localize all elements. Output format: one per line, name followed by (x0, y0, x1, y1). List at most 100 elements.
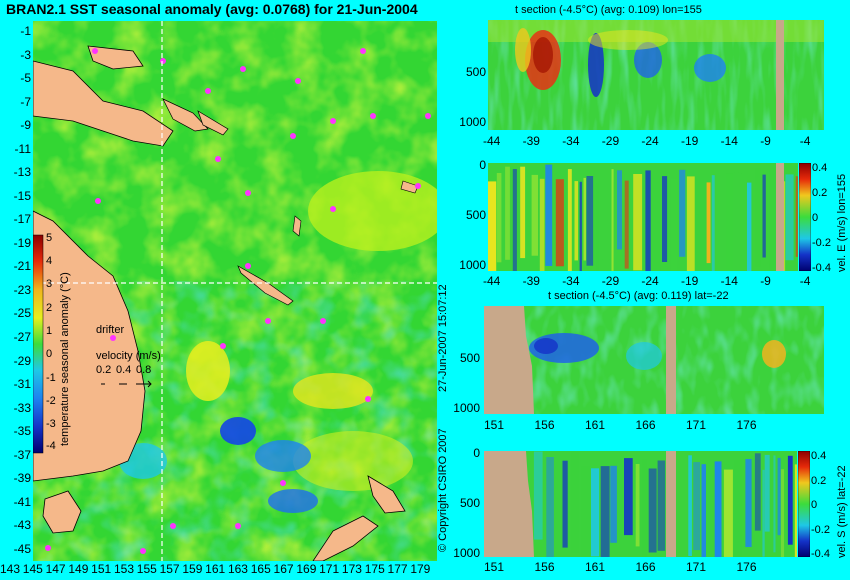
velocity-scale-1: 0.2 (96, 364, 112, 376)
p2-ytick-label: 500 (465, 208, 486, 222)
p2-xtick-label: -39 (522, 274, 540, 288)
cb-tick-m2: -2 (46, 395, 56, 407)
vel-s-lat (484, 451, 797, 557)
date-stamp: 27-Jun-2007 15:07:12 (437, 284, 449, 392)
map-ytick-label: -37 (13, 447, 31, 462)
map-ytick-label: -5 (20, 71, 31, 86)
velocity-label: velocity (m/s) (96, 350, 161, 362)
p1-xtick-label: -4 (799, 134, 811, 148)
p2-xtick-label: -14 (720, 274, 738, 288)
map-ytick-label: -39 (13, 471, 31, 486)
p2-ytick-label: 0 (479, 158, 486, 172)
map-xtick-label: 161 (205, 562, 226, 576)
map-ytick-label: -23 (13, 282, 31, 297)
map-ytick-label: -43 (13, 518, 31, 533)
p2-cb-tick: 0.2 (812, 187, 828, 199)
p4-xtick-label: 171 (686, 560, 707, 574)
p4-cb-tick: 0.2 (811, 474, 827, 487)
p2-xtick-label: -19 (681, 274, 699, 288)
p1-xtick-label: -9 (760, 134, 771, 148)
map-ytick-label: -3 (20, 47, 31, 62)
tsection-lon (488, 20, 824, 130)
map-ytick-label: -41 (13, 494, 31, 509)
tsection-lat (484, 306, 824, 414)
p4-xtick-label: 156 (534, 560, 555, 574)
p3-xtick-label: 156 (534, 418, 555, 432)
p3-ytick-label: 500 (459, 351, 480, 365)
sst-colorbar-label: temperature seasonal anomaly (°C) (59, 272, 71, 446)
cb-tick-3: 3 (46, 278, 53, 290)
p4-cb-tick: 0 (811, 499, 818, 511)
p2-xtick-label: -9 (760, 274, 771, 288)
cb-tick-m1: -1 (46, 372, 56, 384)
map-ytick-label: -33 (13, 400, 31, 415)
map-ytick-label: -21 (13, 259, 31, 274)
p4-ytick-label: 1000 (453, 546, 480, 560)
drifter-label: drifter (96, 324, 125, 336)
map-xtick-label: 173 (341, 562, 362, 576)
p2-xtick-label: -4 (799, 274, 811, 288)
velocity-scale-3: 0.8 (136, 364, 152, 376)
map-xtick-label: 149 (68, 562, 89, 576)
map-xtick-label: 169 (296, 562, 317, 576)
p4-cb-tick: -0.4 (811, 548, 830, 560)
map-ytick-label: -25 (13, 306, 31, 321)
p2-cb-tick: -0.4 (812, 262, 831, 274)
map-ytick-label: -27 (13, 330, 31, 345)
cb-tick-0: 0 (46, 348, 53, 360)
p2-cb-tick: -0.2 (812, 237, 831, 249)
map-ytick-label: -9 (20, 118, 31, 133)
map-ytick-label: -31 (13, 377, 31, 392)
map-ytick-label: -45 (13, 541, 31, 556)
p3-xtick-label: 176 (736, 418, 757, 432)
map-xtick-label: 179 (410, 562, 431, 576)
vel-s-colorbar (798, 451, 810, 557)
map-xtick-label: 177 (387, 562, 408, 576)
map-xtick-label: 157 (159, 562, 180, 576)
map-ytick-label: -17 (13, 212, 31, 227)
panel1-title: t section (-4.5°C) (avg: 0.109) lon=155 (515, 4, 702, 16)
sst-map (33, 21, 437, 561)
p1-xtick-label: -34 (562, 134, 580, 148)
copyright-text: © Copyright CSIRO 2007 (437, 428, 449, 552)
cb-tick-2: 2 (46, 302, 53, 314)
sst-colorbar (33, 234, 44, 454)
map-xtick-label: 145 (22, 562, 43, 576)
map-xtick-label: 165 (250, 562, 271, 576)
cb-tick-m3: -3 (46, 418, 56, 430)
p1-xtick-label: -29 (601, 134, 620, 148)
map-ytick-label: -1 (20, 24, 31, 38)
map-xtick-label: 167 (273, 562, 294, 576)
p1-ytick-label: 500 (465, 65, 486, 79)
map-ytick-label: -29 (13, 353, 31, 368)
map-ytick-label: -35 (13, 424, 31, 439)
p4-xtick-label: 176 (736, 560, 757, 574)
map-xtick-label: 153 (113, 562, 134, 576)
map-xtick-label: 155 (136, 562, 157, 576)
velocity-scale-2: 0.4 (116, 364, 132, 376)
p1-xtick-label: -19 (681, 134, 699, 148)
p2-xtick-label: -34 (562, 274, 580, 288)
panel3-title: t section (-4.5°C) (avg: 0.119) lat=-22 (548, 290, 729, 302)
p4-cb-tick: -0.2 (811, 523, 830, 536)
map-xtick-label: 143 (0, 562, 21, 576)
p4-xtick-label: 166 (635, 560, 656, 574)
vel-e-colorbar (799, 163, 811, 271)
p3-xtick-label: 161 (585, 418, 606, 432)
map-xtick-label: 175 (364, 562, 385, 576)
p1-xtick-label: -14 (720, 134, 738, 148)
map-xtick-label: 147 (45, 562, 66, 576)
p4-cb-tick: 0.4 (811, 450, 827, 462)
p2-xtick-label: -24 (641, 274, 659, 288)
p3-xtick-label: 171 (686, 418, 707, 432)
map-ytick-label: -19 (13, 235, 31, 250)
p3-xtick-label: 151 (484, 418, 505, 432)
map-ytick-label: -7 (20, 94, 31, 109)
map-xtick-label: 171 (319, 562, 340, 576)
vel-s-colorbar-label: vel. S (m/s) lat=-22 (836, 465, 848, 558)
p2-xtick-label: -44 (483, 274, 501, 288)
p4-xtick-label: 161 (585, 560, 606, 574)
p1-xtick-label: -44 (483, 134, 501, 148)
map-ytick-label: -11 (14, 141, 31, 156)
vel-e-colorbar-label: vel. E (m/s) lon=155 (836, 173, 848, 272)
